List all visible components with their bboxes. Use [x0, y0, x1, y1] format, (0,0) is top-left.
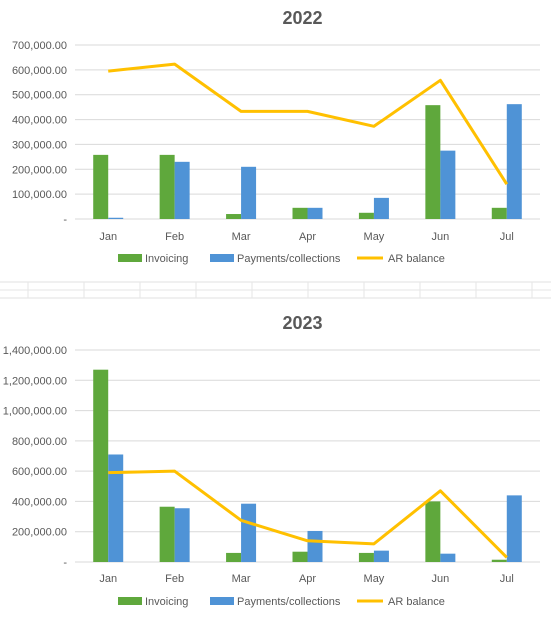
- bar-payments-collections-jun: [440, 150, 456, 219]
- bar-payments-collections-feb: [174, 161, 190, 219]
- bar-payments-collections-feb: [174, 508, 190, 562]
- legend-swatch-payments-collections: [210, 254, 234, 262]
- y-tick-label: 800,000.00: [12, 436, 67, 448]
- bar-invoicing-mar: [226, 552, 242, 562]
- legend-item-invoicing: Invoicing: [118, 596, 188, 608]
- bar-invoicing-jan: [93, 369, 109, 562]
- legend-label-payments-collections: Payments/collections: [237, 253, 341, 265]
- bar-invoicing-may: [358, 212, 374, 219]
- legend-label-ar-balance: AR balance: [388, 596, 445, 608]
- chart-title: 2022: [282, 8, 322, 28]
- spreadsheet-grid-strip: [0, 281, 551, 299]
- y-tick-label: 1,200,000.00: [3, 375, 67, 387]
- line-ar-balance: [108, 469, 508, 559]
- x-tick-label-mar: Mar: [232, 573, 251, 585]
- y-tick-label: 100,000.00: [12, 189, 67, 201]
- x-tick-label-jun: Jun: [431, 231, 449, 243]
- bar-payments-collections-jul: [506, 495, 522, 562]
- x-tick-label-jan: Jan: [99, 573, 117, 585]
- bar-invoicing-jun: [425, 501, 441, 562]
- bar-invoicing-mar: [226, 214, 242, 219]
- bar-payments-collections-mar: [241, 503, 257, 562]
- bar-invoicing-feb: [159, 154, 175, 219]
- x-tick-label-apr: Apr: [299, 231, 316, 243]
- y-tick-label: 400,000.00: [12, 115, 67, 127]
- legend-item-ar-balance: AR balance: [357, 596, 445, 608]
- x-tick-label-may: May: [364, 231, 385, 243]
- x-tick-label-feb: Feb: [165, 573, 184, 585]
- legend-label-invoicing: Invoicing: [145, 596, 188, 608]
- legend-swatch-invoicing: [118, 597, 142, 605]
- bar-payments-collections-jul: [506, 104, 522, 219]
- x-tick-label-feb: Feb: [165, 231, 184, 243]
- bar-payments-collections-mar: [241, 166, 257, 219]
- legend-swatch-payments-collections: [210, 597, 234, 605]
- y-tick-label: -: [63, 214, 67, 226]
- bar-payments-collections-apr: [307, 207, 323, 219]
- bar-invoicing-jul: [491, 207, 507, 219]
- y-tick-label: 200,000.00: [12, 164, 67, 176]
- y-tick-label: 1,000,000.00: [3, 406, 67, 418]
- bar-payments-collections-jun: [440, 553, 456, 562]
- x-tick-label-mar: Mar: [232, 231, 251, 243]
- chart-2022: 2022 - 100,000.00 200,000.00 300,000.00 400,0…: [12, 8, 540, 265]
- bar-payments-collections-jan: [108, 454, 124, 562]
- x-tick-label-may: May: [364, 573, 385, 585]
- bar-payments-collections-may: [373, 197, 389, 219]
- x-tick-label-jul: Jul: [500, 573, 514, 585]
- y-tick-label: 200,000.00: [12, 527, 67, 539]
- legend-item-ar-balance: AR balance: [357, 253, 445, 265]
- bar-payments-collections-apr: [307, 530, 323, 562]
- bar-invoicing-jul: [491, 559, 507, 562]
- bar-invoicing-apr: [292, 207, 308, 219]
- chart-title: 2023: [282, 313, 322, 333]
- legend-item-invoicing: Invoicing: [118, 253, 188, 265]
- legend-item-payments-collections: Payments/collections: [210, 596, 341, 608]
- y-tick-label: 500,000.00: [12, 90, 67, 102]
- x-tick-label-jun: Jun: [431, 573, 449, 585]
- legend-item-payments-collections: Payments/collections: [210, 253, 341, 265]
- x-tick-label-jan: Jan: [99, 231, 117, 243]
- bar-payments-collections-jan: [108, 217, 124, 219]
- bar-invoicing-jun: [425, 105, 441, 219]
- y-tick-label: 600,000.00: [12, 65, 67, 77]
- bar-payments-collections-may: [373, 550, 389, 562]
- x-tick-label-jul: Jul: [500, 231, 514, 243]
- y-tick-label: 400,000.00: [12, 496, 67, 508]
- chart-2023: 2023 - 200,000.00 400,000.00 600,000.00 800,0…: [3, 313, 540, 608]
- x-tick-label-apr: Apr: [299, 573, 316, 585]
- bar-invoicing-may: [358, 552, 374, 562]
- bar-invoicing-apr: [292, 551, 308, 562]
- bar-invoicing-feb: [159, 506, 175, 562]
- line-ar-balance: [108, 62, 509, 186]
- legend-label-ar-balance: AR balance: [388, 253, 445, 265]
- y-tick-label: 300,000.00: [12, 139, 67, 151]
- legend-label-payments-collections: Payments/collections: [237, 596, 341, 608]
- bar-invoicing-jan: [93, 154, 109, 219]
- y-tick-label: 1,400,000.00: [3, 345, 67, 357]
- y-tick-label: -: [63, 557, 67, 569]
- y-tick-label: 700,000.00: [12, 40, 67, 52]
- y-tick-label: 600,000.00: [12, 466, 67, 478]
- legend-swatch-invoicing: [118, 254, 142, 262]
- legend-label-invoicing: Invoicing: [145, 253, 188, 265]
